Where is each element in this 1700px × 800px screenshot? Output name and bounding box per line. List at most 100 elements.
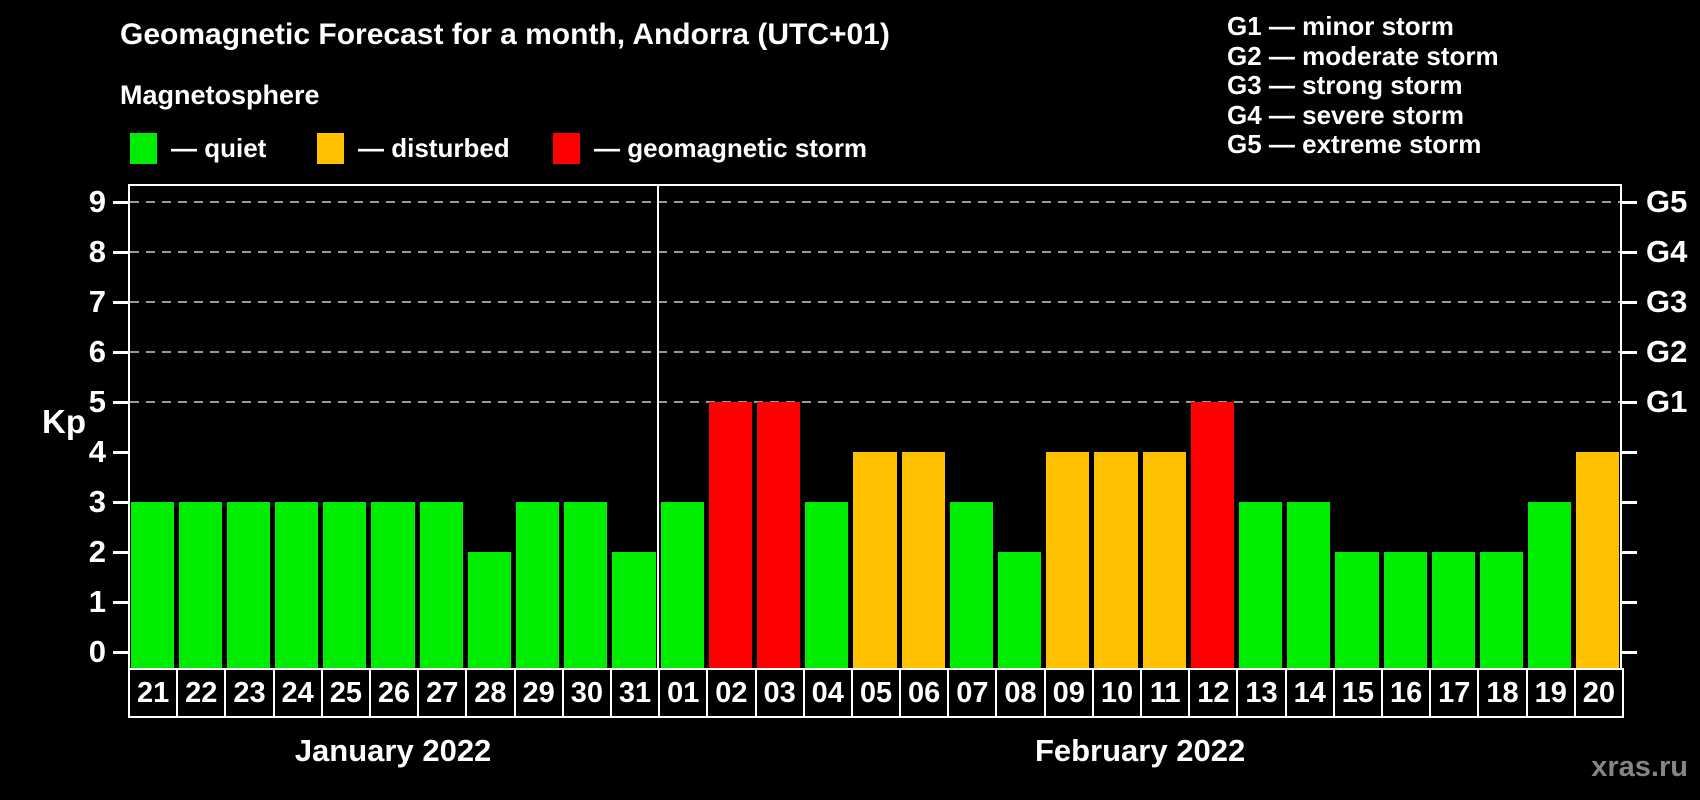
day-label-24: 24 bbox=[272, 668, 323, 718]
gridline-kp5 bbox=[130, 401, 1620, 403]
day-label-02: 02 bbox=[706, 668, 757, 718]
kp-bar-day-09 bbox=[1046, 452, 1090, 668]
legend-swatch-quiet bbox=[130, 132, 157, 164]
storm-scale-line-g2: G2 — moderate storm bbox=[1227, 40, 1499, 71]
storm-scale-line-g5: G5 — extreme storm bbox=[1227, 129, 1482, 160]
y-tick-left-1 bbox=[113, 600, 128, 604]
storm-scale-line-g3: G3 — strong storm bbox=[1227, 70, 1463, 101]
y-tick-right-2 bbox=[1622, 550, 1637, 554]
y-tick-right-4 bbox=[1622, 450, 1637, 454]
kp-bar-day-20 bbox=[1576, 452, 1620, 668]
kp-bar-day-10 bbox=[1094, 452, 1138, 668]
y-tick-left-4 bbox=[113, 450, 128, 454]
kp-bar-day-13 bbox=[1238, 502, 1283, 668]
day-label-06: 06 bbox=[899, 668, 950, 718]
day-label-31: 31 bbox=[609, 668, 661, 718]
legend-label-quiet: — quiet bbox=[171, 132, 267, 163]
y-tick-left-8 bbox=[113, 250, 128, 254]
gridline-kp7 bbox=[130, 301, 1620, 303]
legend-swatch-disturbed bbox=[317, 132, 344, 164]
day-label-27: 27 bbox=[417, 668, 468, 718]
y-tick-label-2: 2 bbox=[88, 534, 106, 569]
kp-bar-day-01 bbox=[660, 502, 704, 668]
day-label-20: 20 bbox=[1573, 668, 1624, 718]
gridline-kp8 bbox=[130, 251, 1620, 253]
kp-bar-day-29 bbox=[516, 502, 560, 668]
day-label-03: 03 bbox=[754, 668, 805, 718]
day-label-30: 30 bbox=[561, 668, 612, 718]
kp-bar-day-14 bbox=[1287, 502, 1331, 668]
kp-bar-day-26 bbox=[371, 502, 415, 668]
y-tick-label-1: 1 bbox=[88, 584, 106, 619]
right-axis-label-g5: G5 bbox=[1646, 184, 1688, 219]
y-tick-right-6 bbox=[1622, 350, 1637, 354]
legend-item-quiet: — quiet bbox=[130, 131, 266, 165]
right-axis-label-g1: G1 bbox=[1646, 384, 1688, 419]
day-label-25: 25 bbox=[320, 668, 371, 718]
legend-item-storm: — geomagnetic storm bbox=[553, 131, 867, 165]
y-tick-left-5 bbox=[113, 400, 128, 404]
right-axis-label-g4: G4 bbox=[1646, 234, 1688, 269]
day-label-01: 01 bbox=[658, 668, 709, 718]
day-label-22: 22 bbox=[176, 668, 227, 718]
y-tick-label-4: 4 bbox=[88, 434, 106, 469]
kp-bar-day-12 bbox=[1190, 402, 1234, 668]
right-axis-label-g3: G3 bbox=[1646, 284, 1688, 319]
day-label-04: 04 bbox=[802, 668, 853, 718]
day-label-19: 19 bbox=[1525, 668, 1576, 718]
day-label-17: 17 bbox=[1429, 668, 1480, 718]
day-label-05: 05 bbox=[850, 668, 902, 718]
day-label-26: 26 bbox=[368, 668, 420, 718]
kp-bar-day-31 bbox=[612, 552, 656, 668]
day-label-14: 14 bbox=[1284, 668, 1335, 718]
day-label-21: 21 bbox=[128, 668, 179, 718]
day-label-08: 08 bbox=[995, 668, 1046, 718]
y-tick-left-6 bbox=[113, 350, 128, 354]
day-label-16: 16 bbox=[1381, 668, 1432, 718]
chart-title: Geomagnetic Forecast for a month, Andorr… bbox=[120, 18, 890, 51]
y-axis-title: Kp bbox=[42, 403, 86, 440]
kp-bar-day-11 bbox=[1142, 452, 1186, 668]
y-tick-right-1 bbox=[1622, 600, 1637, 604]
y-tick-left-2 bbox=[113, 550, 128, 554]
y-tick-left-0 bbox=[113, 650, 128, 654]
y-tick-right-9 bbox=[1622, 200, 1637, 204]
kp-bar-day-05 bbox=[853, 452, 897, 668]
kp-bar-day-21 bbox=[130, 502, 174, 668]
y-tick-right-5 bbox=[1622, 400, 1637, 404]
y-tick-label-9: 9 bbox=[88, 184, 106, 219]
right-axis-label-g2: G2 bbox=[1646, 334, 1688, 369]
month-label-february: February 2022 bbox=[1034, 733, 1246, 768]
kp-bar-day-07 bbox=[949, 502, 993, 668]
kp-bar-day-23 bbox=[226, 502, 271, 668]
kp-bar-day-15 bbox=[1335, 552, 1379, 668]
kp-bar-day-30 bbox=[564, 502, 608, 668]
kp-bar-day-25 bbox=[323, 502, 367, 668]
storm-scale-line-g4: G4 — severe storm bbox=[1227, 99, 1465, 130]
day-label-28: 28 bbox=[465, 668, 516, 718]
day-label-11: 11 bbox=[1140, 668, 1191, 718]
y-tick-label-7: 7 bbox=[88, 284, 106, 319]
day-label-18: 18 bbox=[1477, 668, 1528, 718]
day-label-13: 13 bbox=[1236, 668, 1287, 718]
kp-bar-day-19 bbox=[1528, 502, 1572, 668]
y-tick-right-3 bbox=[1622, 500, 1637, 504]
y-tick-label-5: 5 bbox=[88, 384, 106, 419]
kp-bar-day-17 bbox=[1431, 552, 1475, 668]
kp-bar-day-24 bbox=[275, 502, 319, 668]
kp-bar-day-28 bbox=[467, 552, 512, 668]
y-tick-left-3 bbox=[113, 500, 128, 504]
magnetosphere-label: Magnetosphere bbox=[120, 80, 320, 110]
gridline-kp6 bbox=[130, 351, 1620, 353]
y-tick-left-7 bbox=[113, 300, 128, 304]
kp-bar-day-04 bbox=[805, 502, 849, 668]
y-tick-right-7 bbox=[1622, 300, 1637, 304]
kp-bar-day-22 bbox=[178, 502, 222, 668]
day-label-23: 23 bbox=[224, 668, 275, 718]
kp-bar-day-27 bbox=[419, 502, 463, 668]
kp-bar-day-16 bbox=[1383, 552, 1427, 668]
kp-bar-day-06 bbox=[901, 452, 945, 668]
gridline-kp9 bbox=[130, 201, 1620, 203]
kp-bar-day-03 bbox=[757, 402, 801, 668]
storm-scale-legend: G1 — minor storm G2 — moderate storm G3 — … bbox=[1227, 11, 1499, 160]
